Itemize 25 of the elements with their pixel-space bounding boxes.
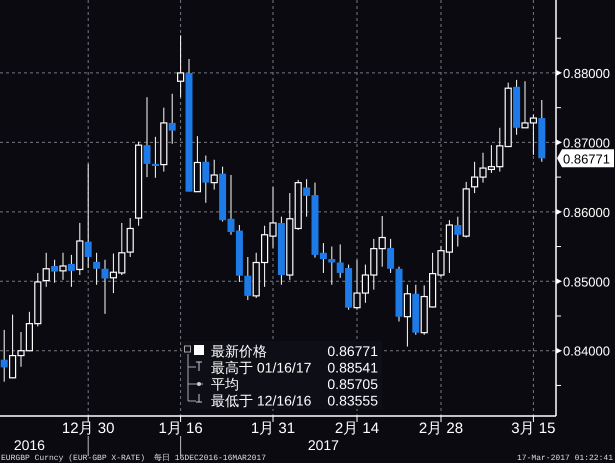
- x-tick-label: 2月 28: [418, 420, 464, 437]
- text: EURGBP Curncy (EUR-GBP X-RATE): [1, 454, 146, 463]
- y-tick-label: 0.87000: [563, 135, 610, 150]
- x-tick-label: 2月 14: [334, 420, 380, 437]
- x-tick-label: 3月 15: [511, 420, 556, 437]
- text: 17-Mar-2017 01:22:41: [516, 454, 614, 463]
- text: 2016: [14, 437, 46, 453]
- y-tick-label: 0.85000: [563, 274, 610, 290]
- y-tick-label: 0.84000: [563, 344, 610, 359]
- annotation: 最高于 01/16/17: [211, 360, 312, 376]
- x-tick-label: 1月 31: [250, 420, 296, 437]
- annotation: 0.83555: [327, 392, 378, 408]
- annotation: 最新价格: [211, 343, 267, 359]
- y-tick-label: 0.88000: [563, 66, 610, 81]
- text: 2017: [308, 437, 340, 453]
- text: 0.86771: [563, 151, 610, 166]
- annotation: 平均: [211, 376, 239, 392]
- x-tick-label: 1月 16: [158, 420, 203, 437]
- annotation: 最低于 12/16/16: [211, 392, 312, 408]
- y-tick-label: 0.86000: [563, 204, 610, 220]
- annotation: 0.85705: [327, 376, 378, 392]
- x-tick-label: 12月 30: [62, 420, 114, 437]
- text: 每日 16DEC2016-16MAR2017: [154, 453, 266, 463]
- annotation: 0.88541: [327, 360, 378, 376]
- annotation: 0.86771: [327, 343, 378, 359]
